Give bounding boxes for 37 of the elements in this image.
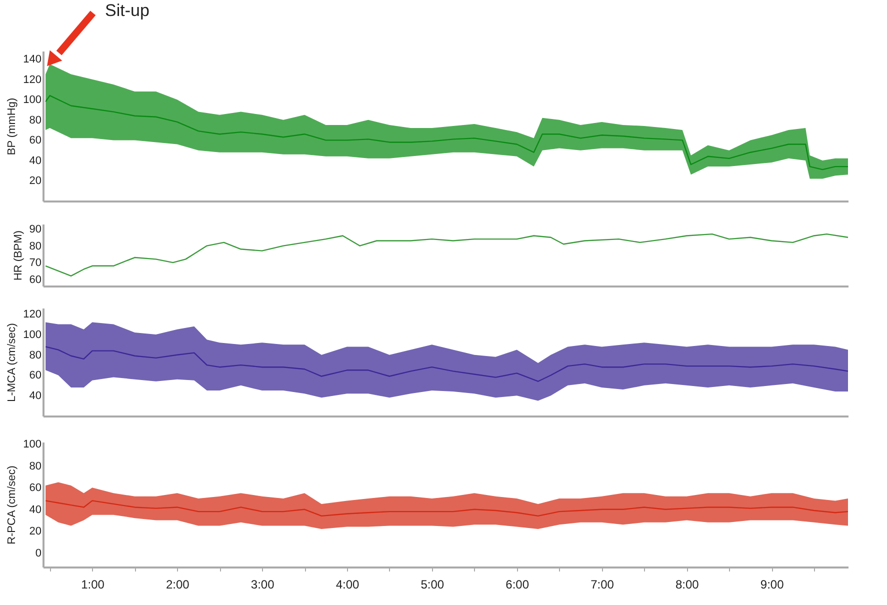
y-tick-label: 120 [23,74,42,86]
y-axis-title: BP (mmHg) [6,98,18,156]
y-tick-label: 40 [29,154,42,167]
y-tick-label: 100 [23,438,42,451]
x-tick-label: 6:00 [506,578,530,592]
text: Sit-up [105,1,150,20]
y-tick-label: 100 [23,328,42,341]
x-tick-label: 9:00 [760,578,784,592]
y-tick-label: 60 [29,482,42,494]
x-tick-label: 3:00 [250,578,275,592]
x-tick-label: 7:00 [590,578,614,592]
y-tick-label: 90 [29,224,42,236]
line-series [44,233,849,277]
y-tick-label: 70 [29,257,42,270]
y-tick-label: 20 [29,175,42,188]
y-tick-label: 40 [29,504,42,516]
x-tick-label: 5:00 [420,578,444,592]
y-axis-title: HR (BPM) [12,230,24,281]
x-tick-label: 2:00 [166,578,190,592]
y-axis-title: R-PCA (cm/sec) [6,466,18,544]
y-tick-label: 80 [29,240,42,252]
x-tick-label: 1:00 [81,578,105,592]
y-tick-label: 60 [29,134,42,147]
y-tick-label: 0 [35,547,42,560]
y-tick-label: 140 [23,54,42,66]
y-tick-label: 80 [29,114,42,126]
y-tick-label: 60 [29,370,42,382]
y-tick-label: 20 [29,526,42,538]
y-axis-title: L-MCA (cm/sec) [6,323,18,402]
y-tick-label: 120 [23,308,42,321]
y-tick-label: 60 [29,274,42,286]
x-tick-label: 8:00 [675,578,700,592]
y-tick-label: 40 [29,390,42,402]
y-tick-label: 80 [29,460,42,472]
y-tick-label: 100 [23,94,42,106]
y-tick-label: 80 [29,349,42,362]
x-tick-label: 4:00 [336,578,360,592]
